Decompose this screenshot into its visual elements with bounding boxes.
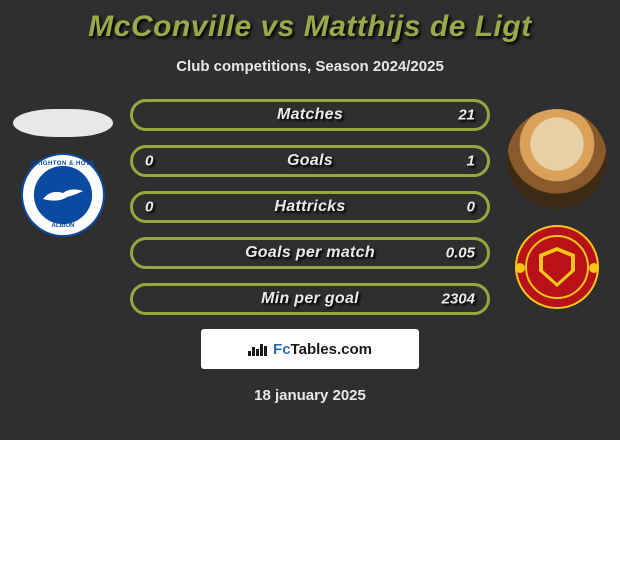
subtitle: Club competitions, Season 2024/2025 xyxy=(0,58,620,75)
signature-suffix: Tables.com xyxy=(291,341,372,358)
ball-icon xyxy=(515,263,525,273)
stat-left-value: 0 xyxy=(145,199,153,216)
seagull-icon xyxy=(41,185,85,205)
stat-label: Hattricks xyxy=(274,198,345,216)
stat-label: Matches xyxy=(277,106,343,124)
main-row: BRIGHTON & HOVE ALBION Matches 21 0 Goal… xyxy=(0,99,620,315)
signature-prefix: Fc xyxy=(273,341,291,358)
right-column xyxy=(502,99,612,315)
stat-right-value: 2304 xyxy=(442,291,475,308)
bar-chart-icon xyxy=(248,342,267,356)
stat-left-value: 0 xyxy=(145,153,153,170)
stat-right-value: 0.05 xyxy=(446,245,475,262)
stat-bar-matches: Matches 21 xyxy=(130,99,490,131)
stat-right-value: 21 xyxy=(458,107,475,124)
date-line: 18 january 2025 xyxy=(0,387,620,404)
stat-label: Goals xyxy=(287,152,333,170)
stat-right-value: 0 xyxy=(467,199,475,216)
left-column: BRIGHTON & HOVE ALBION xyxy=(8,99,118,315)
ball-icon xyxy=(589,263,599,273)
stat-bar-goals: 0 Goals 1 xyxy=(130,145,490,177)
player-avatar-left xyxy=(13,109,113,137)
signature-text: FcTables.com xyxy=(273,341,372,358)
stat-bar-hattricks: 0 Hattricks 0 xyxy=(130,191,490,223)
stat-bar-goals-per-match: Goals per match 0.05 xyxy=(130,237,490,269)
stat-label: Goals per match xyxy=(245,244,375,262)
stat-right-value: 1 xyxy=(467,153,475,170)
shield-icon xyxy=(539,247,575,287)
club-badge-right xyxy=(515,225,599,309)
stat-bar-min-per-goal: Min per goal 2304 xyxy=(130,283,490,315)
comparison-widget: McConville vs Matthijs de Ligt Club comp… xyxy=(0,0,620,440)
club-ring-text-top: BRIGHTON & HOVE xyxy=(23,161,103,167)
player-avatar-right xyxy=(507,109,607,209)
stats-column: Matches 21 0 Goals 1 0 Hattricks 0 Goals… xyxy=(118,99,502,315)
signature-box[interactable]: FcTables.com xyxy=(201,329,419,369)
club-ring-text-bottom: ALBION xyxy=(23,223,103,229)
stat-label: Min per goal xyxy=(261,290,359,308)
club-badge-left: BRIGHTON & HOVE ALBION xyxy=(21,153,105,237)
page-title: McConville vs Matthijs de Ligt xyxy=(0,10,620,44)
